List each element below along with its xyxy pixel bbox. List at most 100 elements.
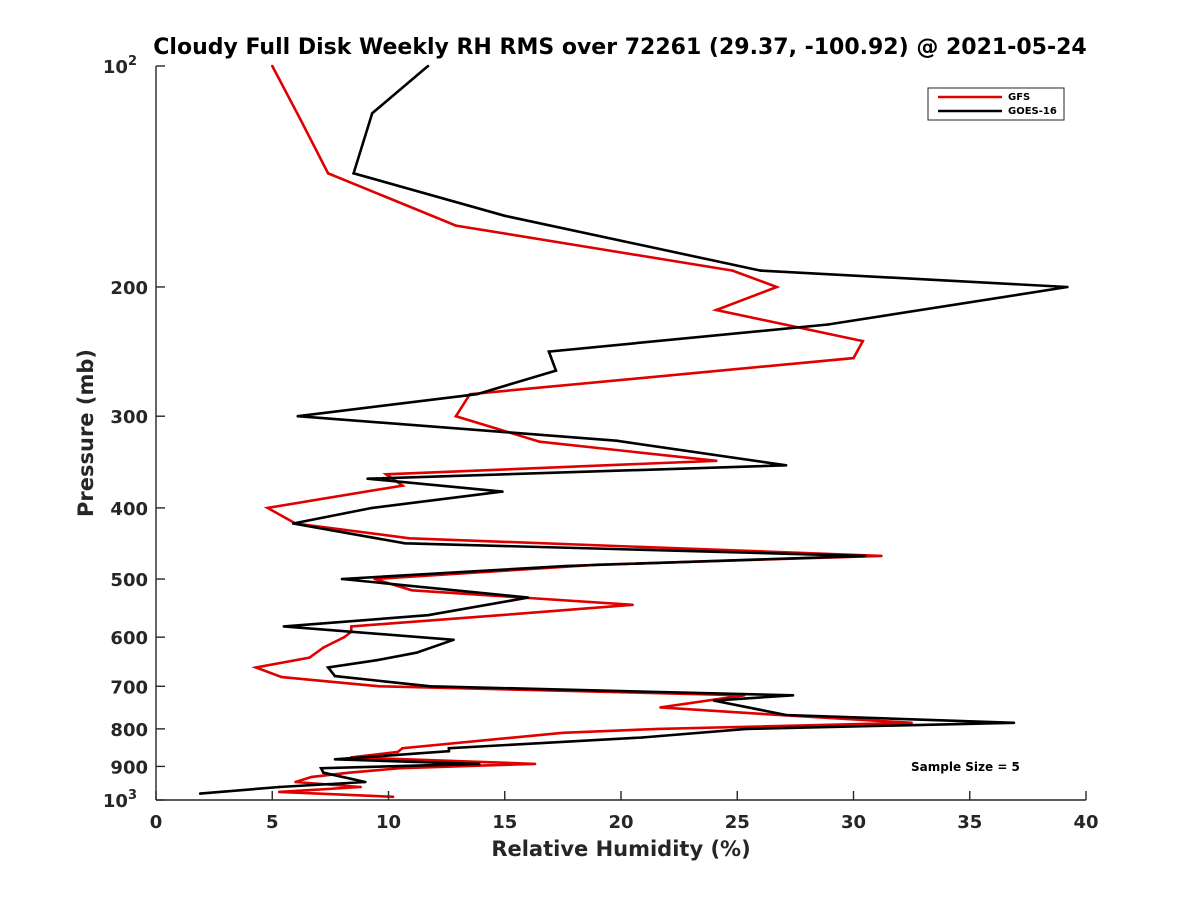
series-point-goes16-7 [547, 350, 551, 353]
series-point-gfs-10 [454, 414, 458, 418]
series-point-gfs-35 [910, 721, 913, 725]
series-lines [198, 64, 1069, 799]
chart-title: Cloudy Full Disk Weekly RH RMS over 7226… [153, 35, 1086, 60]
series-point-gfs-2 [326, 172, 330, 175]
series-point-goes16-36 [447, 746, 451, 750]
x-tick-label-2: 10 [376, 812, 401, 833]
series-point-gfs-7 [861, 339, 865, 343]
series-point-goes16-27 [326, 666, 330, 669]
legend-box [927, 87, 1065, 121]
series-point-goes16-24 [452, 638, 455, 642]
series-point-goes16-18 [863, 554, 867, 558]
series-point-gfs-18 [880, 554, 883, 558]
series-point-gfs-36 [656, 727, 660, 731]
series-point-goes16-12 [784, 464, 788, 467]
y-tick-label-1: 200 [110, 278, 148, 299]
y-tick-label-7: 800 [110, 720, 148, 741]
series-point-goes16-43 [277, 785, 281, 789]
series-point-gfs-44 [310, 775, 314, 779]
y-axis-label: Pressure (mb) [74, 349, 98, 517]
y-tick-label-6: 700 [110, 677, 148, 698]
series-point-goes16-19 [563, 564, 567, 568]
series-point-gfs-45 [294, 780, 297, 784]
series-point-goes16-42 [364, 780, 367, 784]
series-point-goes16-31 [712, 699, 716, 702]
series-point-goes16-37 [447, 749, 451, 753]
series-point-goes16-22 [426, 613, 430, 617]
series-point-goes16-33 [1012, 721, 1016, 725]
series-point-gfs-46 [359, 785, 362, 789]
y-tick-exponent-0: 2 [128, 54, 137, 69]
series-point-goes16-0 [426, 64, 430, 68]
series-point-gfs-37 [561, 731, 565, 735]
x-tick-label-4: 20 [608, 812, 633, 833]
series-point-goes16-38 [333, 758, 337, 761]
y-tick-label-8: 900 [110, 757, 148, 778]
series-point-gfs-24 [350, 625, 353, 628]
x-tick-label-5: 25 [725, 812, 750, 833]
series-point-goes16-8 [554, 369, 558, 372]
series-point-goes16-26 [375, 658, 379, 662]
series-point-gfs-15 [266, 506, 269, 510]
series-point-goes16-14 [501, 490, 504, 493]
series-point-goes16-13 [366, 477, 369, 481]
x-tick-label-1: 5 [266, 812, 279, 833]
series-point-goes16-15 [370, 506, 374, 510]
series-point-goes16-5 [1066, 285, 1069, 289]
series-point-gfs-21 [410, 589, 414, 592]
series-point-gfs-33 [659, 706, 662, 709]
x-tick-label-7: 35 [957, 812, 982, 833]
series-point-goes16-16 [291, 522, 295, 525]
series-point-goes16-34 [745, 727, 748, 731]
series-point-gfs-27 [322, 646, 325, 649]
series-point-gfs-17 [408, 537, 411, 540]
series-point-goes16-23 [282, 625, 286, 628]
x-axis-label: Relative Humidity (%) [491, 837, 750, 861]
series-point-gfs-0 [271, 64, 274, 68]
series-point-goes16-20 [340, 577, 344, 581]
series-point-goes16-29 [429, 685, 432, 688]
series-point-gfs-4 [731, 269, 734, 272]
series-point-gfs-38 [401, 746, 404, 750]
series-point-goes16-40 [319, 766, 323, 770]
series-point-goes16-17 [403, 542, 407, 545]
series-point-goes16-9 [475, 392, 479, 396]
legend-label-goes16: GOES-16 [1008, 106, 1057, 117]
series-point-gfs-34 [759, 712, 762, 716]
series-point-gfs-30 [280, 675, 283, 679]
y-tick-label-2: 300 [110, 407, 148, 428]
series-point-goes16-30 [791, 694, 795, 697]
series-point-gfs-12 [715, 459, 718, 463]
series-point-gfs-5 [775, 285, 779, 289]
series-point-goes16-2 [352, 172, 355, 175]
series-point-gfs-39 [396, 750, 400, 754]
legend-label-gfs: GFS [1008, 92, 1030, 103]
series-point-goes16-6 [826, 323, 830, 326]
series-point-goes16-39 [477, 762, 481, 766]
y-tick-label-4: 500 [110, 570, 148, 591]
series-point-gfs-23 [498, 613, 502, 617]
series-point-gfs-47 [277, 790, 281, 794]
series-point-gfs-3 [454, 224, 458, 227]
series-point-gfs-29 [254, 666, 258, 669]
y-tick-label-3: 400 [110, 499, 148, 520]
series-point-goes16-35 [640, 736, 644, 739]
y-tick-exponent-9: 3 [128, 788, 137, 803]
x-tick-label-0: 0 [150, 812, 163, 833]
series-point-gfs-31 [377, 685, 381, 688]
legend: GFS GOES-16 [927, 87, 1065, 121]
series-point-goes16-3 [503, 214, 507, 218]
series-point-goes16-11 [615, 439, 618, 443]
series-point-gfs-14 [401, 484, 404, 487]
y-tick-label-5: 600 [110, 628, 148, 649]
series-point-gfs-41 [533, 762, 537, 766]
series-point-goes16-21 [526, 596, 530, 599]
series-point-gfs-42 [398, 766, 402, 770]
series-point-goes16-32 [784, 713, 788, 717]
x-tick-label-3: 15 [492, 812, 517, 833]
series-point-gfs-8 [852, 356, 855, 360]
series-point-gfs-43 [347, 771, 351, 774]
x-axis-ticks: 0 5 10 15 20 25 30 35 40 [150, 791, 1099, 833]
